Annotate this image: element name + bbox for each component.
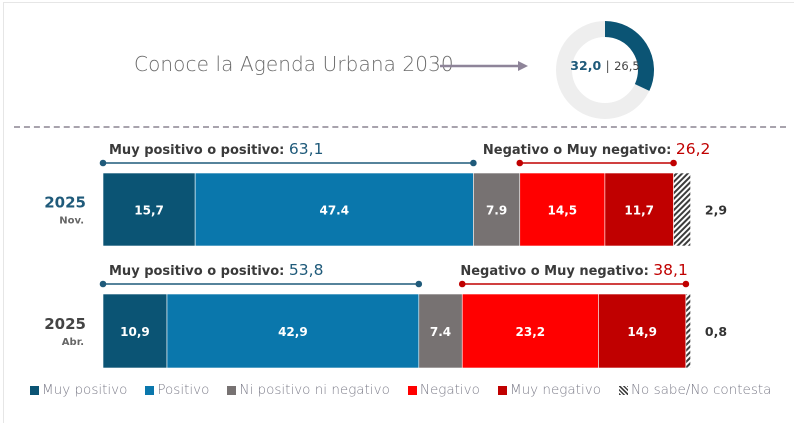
positive-bracket-label: Muy positivo o positivo: 63,1 xyxy=(109,140,323,158)
positive-bracket-text: Muy positivo o positivo: xyxy=(109,264,289,279)
negative-bracket-value: 38,1 xyxy=(653,261,688,279)
bar-segment-ni-positivo-ni-negativo xyxy=(473,172,521,247)
section-divider xyxy=(14,126,786,128)
bar-segment-positivo xyxy=(194,172,474,247)
positive-bracket-text: Muy positivo o positivo: xyxy=(109,143,289,158)
segment-value-label: 7.9 xyxy=(486,204,507,218)
legend-item: Ni positivo ni negativo xyxy=(227,380,390,400)
legend-label: Positivo xyxy=(157,382,210,398)
negative-bracket-text: Negativo o Muy negativo: xyxy=(460,264,653,279)
segment-value-label: 47.4 xyxy=(319,204,349,218)
legend-swatch xyxy=(227,385,237,395)
segment-value-label: 10,9 xyxy=(120,325,150,339)
bar-segment-ni-positivo-ni-negativo xyxy=(418,293,463,369)
segment-value-label: 14,5 xyxy=(548,204,578,218)
row-year-label: 2025 xyxy=(44,315,86,333)
bar-segment-positivo xyxy=(166,293,420,369)
segment-value-label: 42,9 xyxy=(278,325,308,339)
bar-segment-muy-negativo xyxy=(604,172,674,247)
legend-label: Muy positivo xyxy=(42,382,128,398)
negative-bracket-label: Negativo o Muy negativo: 38,1 xyxy=(460,261,688,279)
segment-value-label: 11,7 xyxy=(624,204,654,218)
negative-bracket-end-dot xyxy=(682,280,690,288)
positive-bracket-end-dot xyxy=(470,159,477,167)
segment-value-label: 14,9 xyxy=(627,325,657,339)
legend-swatch xyxy=(145,385,155,395)
legend-label: Muy negativo xyxy=(509,382,601,398)
bar-row-1: 2025 Nov. 15,7 47.4 7.9 14,5 11,7 2,9 Muy positi… xyxy=(44,140,727,247)
bar-segment-muy-positivo xyxy=(102,293,168,369)
donut-value-previous: 26,5 xyxy=(614,59,640,73)
positive-bracket-start-dot xyxy=(99,280,107,288)
legend-swatch xyxy=(618,385,628,395)
legend-swatch xyxy=(407,385,417,395)
positive-bracket-label: Muy positivo o positivo: 53,8 xyxy=(109,261,323,279)
bar-segment-no-sabe-no-contesta xyxy=(685,293,691,369)
negative-bracket-value: 26,2 xyxy=(676,140,711,158)
positive-bracket-value: 63,1 xyxy=(289,140,324,158)
bar-segment-negativo xyxy=(461,293,599,369)
negative-bracket-text: Negativo o Muy negativo: xyxy=(483,143,676,158)
chart-frame xyxy=(3,2,794,423)
legend-item: Muy negativo xyxy=(497,380,601,400)
donut-arc xyxy=(604,21,654,91)
legend-swatch xyxy=(30,385,39,395)
negative-bracket-label: Negativo o Muy negativo: 26,2 xyxy=(483,140,711,158)
positive-bracket-start-dot xyxy=(99,159,107,167)
legend-label: No sabe/No contesta xyxy=(630,382,772,398)
arrow-icon xyxy=(440,61,528,71)
segment-value-label: 23,2 xyxy=(516,325,546,339)
bar-segment-muy-negativo xyxy=(598,293,687,369)
negative-bracket-end-dot xyxy=(670,159,677,167)
chart-legend: Muy positivo Positivo Ni positivo ni negat… xyxy=(30,380,771,400)
bar-segment-muy-positivo xyxy=(102,172,196,247)
legend-label: Ni positivo ni negativo xyxy=(239,382,390,398)
legend-item: Muy positivo xyxy=(30,380,127,400)
positive-bracket-end-dot xyxy=(415,280,423,288)
bar-row-2: 2025 Abr. 10,9 42,9 7.4 23,2 14,9 0,8 Muy positi… xyxy=(44,261,727,369)
bar-segment-negativo xyxy=(519,172,606,247)
row-year-label: 2025 xyxy=(44,194,86,212)
row-period-label: Abr. xyxy=(62,337,84,348)
donut-value-current: 32,0 xyxy=(570,58,602,73)
legend-item: Positivo xyxy=(145,380,209,400)
donut-separator: | xyxy=(605,58,610,73)
nsnc-value-label: 2,9 xyxy=(705,203,727,218)
positive-bracket-value: 53,8 xyxy=(289,261,324,279)
legend-swatch xyxy=(497,385,507,395)
negative-bracket-start-dot xyxy=(458,280,466,288)
donut-value-label: 32,0 | 26,5 xyxy=(555,58,655,73)
headline-title: Conoce la Agenda Urbana 2030 xyxy=(134,52,454,76)
row-period-label: Nov. xyxy=(59,216,84,227)
nsnc-value-label: 0,8 xyxy=(705,324,727,339)
negative-bracket-start-dot xyxy=(516,159,524,167)
awareness-donut xyxy=(556,21,654,119)
segment-value-label: 15,7 xyxy=(134,204,164,218)
legend-label: Negativo xyxy=(419,382,480,398)
legend-item: Negativo xyxy=(407,380,480,400)
legend-item: No sabe/No contesta xyxy=(618,380,772,400)
segment-value-label: 7.4 xyxy=(430,325,451,339)
bar-segment-no-sabe-no-contesta xyxy=(673,172,691,247)
